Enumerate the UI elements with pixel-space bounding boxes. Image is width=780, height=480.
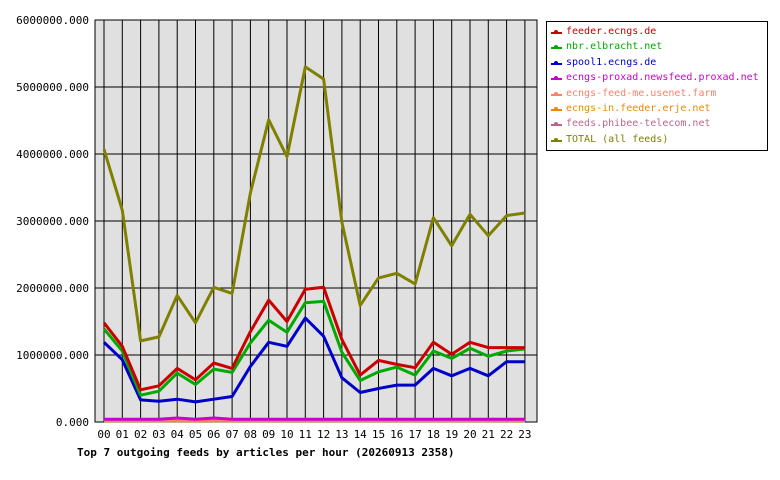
y-tick-label: 6000000.000 — [16, 14, 89, 27]
legend-label: ecngs-proxad.newsfeed.proxad.net — [566, 72, 759, 84]
y-tick-label: 5000000.000 — [16, 81, 89, 94]
x-tick-label: 05 — [189, 428, 202, 441]
x-tick-label: 19 — [445, 428, 458, 441]
x-tick-label: 07 — [225, 428, 238, 441]
series-line-total-all-feeds- — [102, 65, 526, 343]
x-tick-label: 04 — [171, 428, 185, 441]
x-tick-label: 08 — [244, 428, 257, 441]
x-tick-label: 02 — [134, 428, 147, 441]
y-tick-label: 1000000.000 — [16, 349, 89, 362]
x-tick-label: 13 — [335, 428, 348, 441]
x-tick-label: 23 — [518, 428, 531, 441]
legend-label: feeder.ecngs.de — [566, 26, 657, 37]
x-tick-label: 21 — [482, 428, 495, 441]
series-line-feeder-ecngs-de — [102, 285, 525, 392]
x-tick-label: 18 — [427, 428, 440, 441]
x-tick-label: 14 — [354, 428, 368, 441]
x-tick-label: 17 — [408, 428, 421, 441]
legend-swatch — [551, 122, 562, 127]
x-tick-label: 11 — [299, 428, 312, 441]
legend-label: spool1.ecngs.de — [566, 56, 657, 68]
legend-swatch — [551, 60, 562, 65]
y-axis-tick-labels: 0.000 1000000.000 2000000.000 3000000.000 40… — [16, 14, 89, 429]
legend-swatch — [551, 76, 562, 81]
legend-label: feeds.phibee-telecom.net — [566, 118, 711, 130]
series-line-ecngs-proxad-newsfeed-proxad-net — [104, 416, 525, 421]
x-tick-label: 00 — [97, 428, 110, 441]
legend-swatch — [551, 137, 562, 142]
x-tick-label: 16 — [390, 428, 403, 441]
legend-swatch — [551, 91, 562, 96]
chart-title: Top 7 outgoing feeds by articles per hou… — [77, 446, 455, 459]
y-tick-label: 4000000.000 — [16, 148, 89, 161]
y-tick-label: 3000000.000 — [16, 215, 89, 228]
legend-label: TOTAL (all feeds) — [566, 133, 669, 145]
x-tick-label: 12 — [317, 428, 330, 441]
legend-label: ecngs-feed-me.usenet.farm — [566, 87, 717, 99]
legend-label: ecngs-in.feeder.erje.net — [566, 103, 711, 114]
x-tick-label: 10 — [280, 428, 293, 441]
legend: feeder.ecngs.de nbr.elbracht.net spool1.ec… — [546, 21, 768, 151]
legend-swatch — [551, 45, 562, 50]
x-tick-label: 09 — [262, 428, 275, 441]
x-tick-label: 03 — [152, 428, 165, 441]
series-line-spool1-ecngs-de — [102, 316, 525, 404]
x-tick-label: 06 — [207, 428, 220, 441]
x-tick-label: 01 — [116, 428, 129, 441]
x-tick-label: 15 — [372, 428, 385, 441]
y-tick-label: 0.000 — [56, 416, 89, 429]
x-tick-label: 20 — [463, 428, 476, 441]
legend-swatch — [551, 107, 562, 111]
y-tick-label: 2000000.000 — [16, 282, 89, 295]
series-line-nbr-elbracht-net — [102, 299, 526, 397]
legend-swatch — [551, 30, 562, 34]
series-lines — [102, 65, 526, 423]
legend-label: nbr.elbracht.net — [566, 41, 663, 53]
x-axis-tick-labels: 00 01 02 03 04 05 06 07 08 09 10 11 12 13 14 15 16 17 18 19… — [97, 428, 531, 441]
x-tick-label: 22 — [500, 428, 513, 441]
